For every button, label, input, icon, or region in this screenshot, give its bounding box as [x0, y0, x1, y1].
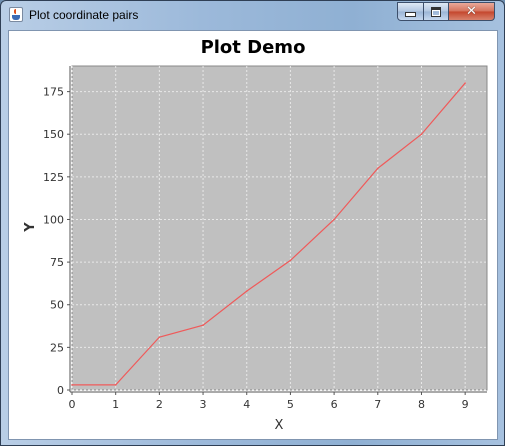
y-tick-label: 50 [50, 299, 64, 312]
chart-title: Plot Demo [201, 37, 306, 58]
x-axis-label: X [275, 418, 284, 433]
plot-area [71, 65, 488, 391]
y-tick-label: 125 [43, 171, 64, 184]
x-tick-label: 7 [374, 398, 381, 411]
java-cup-icon[interactable] [9, 7, 23, 22]
y-tick-label: 0 [57, 384, 64, 397]
minimize-button[interactable] [397, 2, 424, 21]
y-tick-label: 25 [50, 341, 64, 354]
data-point [158, 336, 161, 338]
maximize-button[interactable] [423, 2, 449, 21]
x-tick-label: 5 [287, 398, 294, 411]
x-tick-label: 3 [200, 398, 207, 411]
chart-panel: Plot Demo 0 1 2 3 4 5 6 7 8 9 0 25 50 75 100 125 150 175 … [8, 30, 498, 440]
y-tick-label: 150 [43, 128, 64, 141]
data-point [333, 218, 335, 221]
y-tick-label: 75 [50, 256, 64, 269]
x-tick-label: 1 [112, 398, 119, 411]
data-point [71, 384, 73, 386]
x-tick-label: 9 [462, 398, 469, 411]
y-axis-label: Y [23, 222, 38, 233]
data-point [202, 324, 204, 327]
data-point [464, 82, 466, 84]
close-button[interactable]: ✕ [448, 2, 495, 21]
data-point [376, 167, 379, 170]
x-tick-label: 6 [331, 398, 338, 411]
maximize-icon [431, 6, 441, 17]
data-point [114, 384, 117, 386]
data-point [420, 133, 423, 136]
line-chart[interactable]: Plot Demo 0 1 2 3 4 5 6 7 8 90255075100125150175 … [9, 31, 497, 439]
series-line [72, 82, 466, 386]
data-point [289, 259, 292, 262]
window-title: Plot coordinate pairs [29, 8, 139, 22]
title-bar[interactable]: Plot coordinate pairs ✕ [1, 1, 504, 29]
y-tick-label: 100 [43, 213, 64, 226]
x-tick-label: 4 [243, 398, 250, 411]
data-point [245, 290, 248, 292]
minimize-icon [405, 12, 416, 17]
y-tick-label: 175 [43, 86, 64, 99]
close-icon: ✕ [466, 4, 477, 19]
x-tick-label: 2 [156, 398, 163, 411]
x-tick-label: 0 [69, 398, 76, 411]
x-tick-label: 8 [418, 398, 425, 411]
